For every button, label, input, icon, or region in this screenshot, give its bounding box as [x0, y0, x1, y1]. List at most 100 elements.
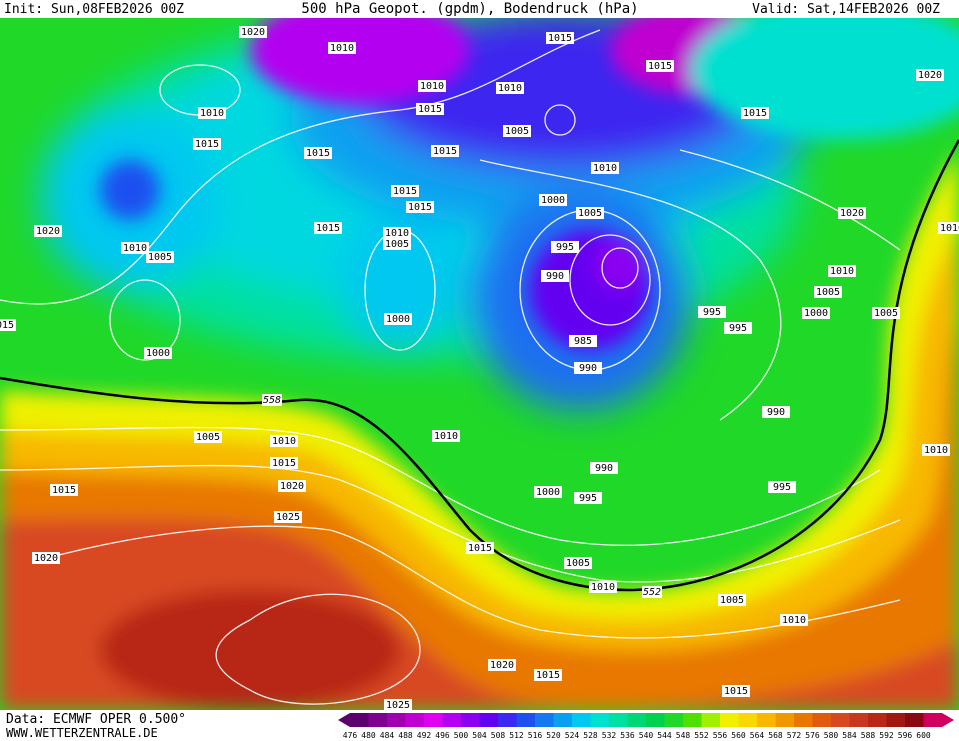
isobar-label: 990 [579, 363, 597, 374]
isobar-label-box [838, 207, 866, 219]
colorbar-label: 560 [731, 731, 746, 740]
isobar-label: 1005 [196, 432, 220, 443]
colorbar-cell [590, 713, 610, 727]
isobar-label: 1010 [330, 43, 354, 54]
colorbar-cell [738, 713, 758, 727]
colorbar-label: 540 [639, 731, 654, 740]
isobar-label-box [534, 669, 562, 681]
isobar-label: 1025 [386, 700, 410, 711]
map-field: 1020 1010 1015 1015 1020 1010 1010 1010 1015 1015… [0, 18, 959, 711]
isobar-label-box [270, 435, 298, 447]
isobar-label-box [938, 222, 959, 234]
data-source: Data: ECMWF OPER 0.500° [6, 712, 186, 727]
isobar-label-box [466, 542, 494, 554]
colorbar-cell [664, 713, 684, 727]
colorbar-cell [775, 713, 795, 727]
isobar-label-box [198, 107, 226, 119]
colorbar-cell [701, 713, 721, 727]
isobar-label: 1005 [385, 239, 409, 250]
colorbar-cell [923, 713, 943, 727]
isobar-label: 1010 [924, 445, 948, 456]
isobar-label: 1015 [418, 104, 442, 115]
isobar-label-box [304, 147, 332, 159]
colorbar-label: 500 [454, 731, 469, 740]
isobar-label-box [724, 322, 752, 334]
isobar-label-box [418, 80, 446, 92]
isobar-label-box [722, 685, 750, 697]
colorbar-label: 492 [417, 731, 432, 740]
colorbar-label: 512 [509, 731, 524, 740]
colorbar-label: 508 [491, 731, 506, 740]
isobar-label: 1010 [420, 81, 444, 92]
isobar-label: 1010 [593, 163, 617, 174]
isobar-label-box [646, 60, 674, 72]
colorbar-cell [646, 713, 665, 727]
colorbar-label: 600 [916, 731, 931, 740]
colorbar-cell [553, 713, 573, 727]
colorbar-cell [516, 713, 536, 727]
isobar-label: 1005 [720, 595, 744, 606]
isobar-label: 1015 [433, 146, 457, 157]
contour-label-box [262, 394, 282, 406]
isobar-label-box [576, 207, 604, 219]
isobar-label-box [741, 107, 769, 119]
colorbar-label: 532 [602, 731, 617, 740]
isobar-label-box [32, 552, 60, 564]
isobar-label: 1010 [940, 223, 959, 234]
colorbar-cell [461, 713, 480, 727]
isobar-label: 1015 [52, 485, 76, 496]
isobar-label-box [431, 145, 459, 157]
colorbar-label: 476 [343, 731, 358, 740]
valid-time: Valid: Sat,14FEB2026 00Z [752, 2, 940, 17]
isobar-label: 1010 [272, 436, 296, 447]
colorbar-cell [849, 713, 869, 727]
isobar-label-box [391, 185, 419, 197]
isobar-label-box [762, 406, 790, 418]
isobar-label: 1005 [505, 126, 529, 137]
isobar-label: 1020 [36, 226, 60, 237]
isobar-label-box [534, 486, 562, 498]
isobar-label-box [384, 699, 412, 710]
isobar-label-box [278, 480, 306, 492]
contour-label: 558 [263, 395, 281, 406]
isobar-label: 1000 [146, 348, 170, 359]
colorbar-label: 548 [676, 731, 691, 740]
isobar-label-box [239, 26, 267, 38]
colorbar-cell [572, 713, 591, 727]
init-time: Init: Sun,08FEB2026 00Z [4, 2, 184, 17]
isobar-label-box [574, 362, 602, 374]
isobar-label: 995 [579, 493, 597, 504]
colorbar-cell [479, 713, 499, 727]
isobar-label-box [814, 286, 842, 298]
isobar-label-box [541, 270, 569, 282]
isobar-label: 1015 [468, 543, 492, 554]
isobar-label: 985 [574, 336, 592, 347]
colorbar-cell [794, 713, 813, 727]
colorbar-cell [424, 713, 443, 727]
isobar-label-box [698, 306, 726, 318]
isobar-label: 1000 [536, 487, 560, 498]
colorbar-cell [368, 713, 388, 727]
isobar-label: 990 [546, 271, 564, 282]
isobar-label: 1010 [200, 108, 224, 119]
colorbar-label: 516 [528, 731, 543, 740]
isobar-label: 995 [703, 307, 721, 318]
isobar-label-box [194, 431, 222, 443]
isobar-label-box [503, 125, 531, 137]
isobar-label-box [0, 319, 16, 331]
isobar-label-box [574, 492, 602, 504]
isobar-label: 1010 [123, 243, 147, 254]
isobar-label-box [872, 307, 900, 319]
isobar-label: 995 [729, 323, 747, 334]
isobar-label: 1005 [816, 287, 840, 298]
colorbar-label: 524 [565, 731, 580, 740]
colorbar-label: 536 [620, 731, 635, 740]
colorbar-label: 480 [361, 731, 376, 740]
isobar-label-box [546, 32, 574, 44]
colorbar-label: 576 [805, 731, 820, 740]
colorbar-label: 580 [824, 731, 839, 740]
colorbar-label: 544 [657, 731, 672, 740]
isobar-label-box [828, 265, 856, 277]
isobar-label: 995 [773, 482, 791, 493]
isobar-label-box [383, 238, 411, 250]
